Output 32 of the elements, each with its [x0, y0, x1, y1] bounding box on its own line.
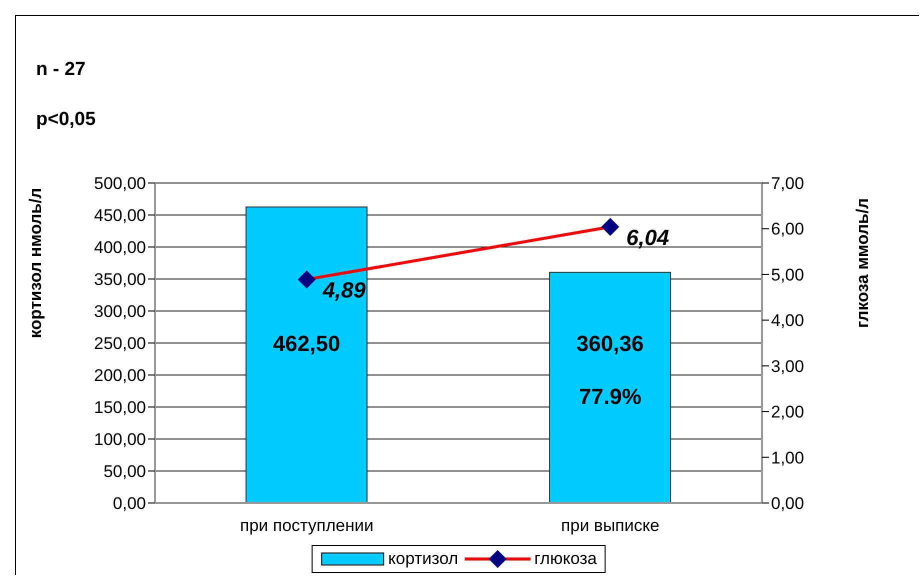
- y2-tick-label: 2,00: [771, 402, 804, 422]
- x-tick-label: при выписке: [561, 516, 660, 536]
- text: p<0,05: [36, 109, 96, 131]
- text: n - 27: [36, 59, 86, 81]
- y-tick-label: 500,00: [94, 174, 146, 194]
- data-label: 4,89: [322, 276, 366, 302]
- y-tick-label: 200,00: [94, 366, 146, 386]
- y2-tick-label: 7,00: [771, 174, 804, 194]
- y2-tick-label: 1,00: [771, 448, 804, 468]
- y-tick-label: 0,00: [112, 494, 146, 514]
- y-tick-label: 50,00: [103, 462, 146, 482]
- y-tick-label: 100,00: [94, 430, 146, 450]
- y-tick-label: 350,00: [94, 270, 146, 290]
- y2-tick-label: 6,00: [771, 220, 804, 239]
- y2-tick-label: 5,00: [771, 265, 804, 284]
- data-label: 360,36: [576, 330, 644, 356]
- annotation: 77.9%: [579, 384, 642, 410]
- legend-label: кортизол: [388, 549, 458, 569]
- y-tick-label: 250,00: [94, 334, 146, 354]
- y-tick-label: 300,00: [94, 302, 146, 322]
- y2-tick-label: 0,00: [771, 494, 804, 514]
- data-label: 462,50: [272, 330, 340, 356]
- y-tick-label: 150,00: [94, 398, 146, 418]
- y2-axis-title: глкоза ммоль/л: [852, 198, 872, 328]
- legend-label: глюкоза: [534, 549, 597, 569]
- y-tick-label: 450,00: [94, 206, 146, 226]
- data-label: 6,04: [626, 224, 670, 250]
- x-tick-label: при поступлении: [240, 516, 374, 536]
- y2-tick-label: 4,00: [771, 311, 804, 330]
- y-tick-label: 400,00: [94, 238, 146, 258]
- y-axis-title: кортизол нмоль/л: [26, 188, 44, 338]
- y2-tick-label: 3,00: [771, 356, 804, 376]
